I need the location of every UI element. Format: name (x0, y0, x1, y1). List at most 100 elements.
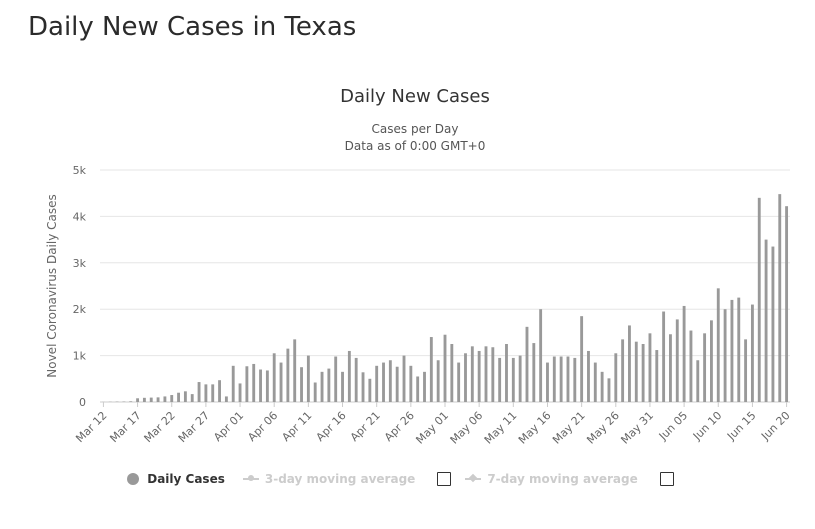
bar[interactable] (170, 395, 174, 402)
bar[interactable] (470, 346, 474, 402)
bar[interactable] (354, 357, 358, 402)
bar[interactable] (505, 344, 508, 402)
bar[interactable] (723, 309, 727, 402)
bar[interactable] (710, 320, 713, 402)
bar[interactable] (696, 360, 700, 402)
bar[interactable] (245, 366, 249, 402)
bar[interactable] (757, 197, 761, 402)
bar[interactable] (231, 365, 235, 402)
checkbox-7-day-average[interactable] (659, 472, 674, 486)
bar[interactable] (498, 357, 502, 402)
bar[interactable] (142, 397, 146, 402)
bar[interactable] (409, 365, 413, 402)
bar[interactable] (771, 246, 775, 402)
bar[interactable] (361, 372, 365, 402)
bar[interactable] (764, 239, 768, 402)
bar[interactable] (293, 339, 297, 402)
bar[interactable] (491, 347, 495, 402)
bar[interactable] (689, 330, 693, 402)
legend-7-day-average[interactable]: 7-day moving average (465, 472, 638, 486)
bar[interactable] (375, 365, 379, 402)
bar[interactable] (443, 334, 447, 402)
bar[interactable] (265, 370, 269, 402)
bar[interactable] (259, 369, 262, 402)
bar[interactable] (682, 305, 686, 402)
bar[interactable] (525, 326, 529, 402)
bar[interactable] (388, 360, 392, 402)
bar[interactable] (395, 366, 399, 402)
bar[interactable] (621, 339, 625, 402)
bar[interactable] (183, 391, 187, 402)
bar[interactable] (149, 397, 153, 402)
bar[interactable] (464, 353, 467, 402)
bar[interactable] (648, 333, 652, 402)
bar[interactable] (662, 311, 666, 402)
bar[interactable] (306, 355, 310, 402)
bar[interactable] (429, 337, 433, 402)
bar[interactable] (607, 378, 611, 402)
bar[interactable] (341, 371, 344, 402)
bar[interactable] (737, 297, 741, 402)
bar[interactable] (573, 357, 577, 402)
legend-3-day-average[interactable]: 3-day moving average (242, 472, 415, 486)
bar[interactable] (279, 362, 283, 402)
bar[interactable] (327, 368, 331, 402)
bar[interactable] (457, 362, 461, 402)
legend-daily-cases[interactable]: Daily Cases (127, 472, 225, 486)
bar[interactable] (518, 355, 522, 402)
bar[interactable] (539, 309, 543, 402)
bar[interactable] (477, 350, 481, 402)
bar[interactable] (450, 344, 454, 402)
bar[interactable] (600, 371, 604, 402)
bar[interactable] (347, 350, 351, 402)
bar[interactable] (272, 353, 276, 402)
bar[interactable] (177, 392, 180, 402)
bar[interactable] (785, 206, 789, 402)
bar[interactable] (778, 194, 782, 402)
bar[interactable] (129, 401, 133, 402)
bar[interactable] (334, 356, 338, 402)
bar[interactable] (484, 346, 488, 402)
bar[interactable] (313, 382, 317, 402)
bar[interactable] (218, 380, 221, 402)
bar[interactable] (416, 376, 420, 402)
bar[interactable] (744, 339, 748, 402)
bar[interactable] (703, 333, 707, 402)
bar[interactable] (669, 334, 672, 402)
bar[interactable] (552, 356, 556, 402)
bar[interactable] (211, 384, 215, 402)
bars[interactable] (101, 194, 789, 402)
bar[interactable] (300, 367, 303, 402)
bar[interactable] (163, 396, 167, 402)
bar[interactable] (156, 397, 160, 402)
bar[interactable] (423, 371, 426, 402)
checkbox-3-day-average[interactable] (437, 472, 452, 486)
bar[interactable] (224, 396, 228, 402)
bar[interactable] (204, 384, 208, 402)
bar[interactable] (580, 316, 584, 402)
bar[interactable] (716, 288, 720, 402)
bar[interactable] (136, 398, 140, 402)
bar[interactable] (675, 319, 679, 402)
bar[interactable] (593, 362, 597, 402)
bar[interactable] (238, 383, 242, 402)
bar[interactable] (368, 378, 372, 402)
bar[interactable] (587, 350, 590, 402)
bar[interactable] (197, 382, 201, 402)
bar[interactable] (614, 353, 618, 402)
bar[interactable] (320, 371, 324, 402)
bar[interactable] (511, 357, 515, 402)
bar[interactable] (634, 341, 638, 402)
bar[interactable] (655, 350, 659, 402)
bar[interactable] (750, 304, 754, 402)
bar[interactable] (252, 363, 256, 402)
bar[interactable] (559, 356, 563, 402)
bar[interactable] (402, 355, 406, 402)
bar[interactable] (566, 356, 570, 402)
bar[interactable] (190, 394, 194, 402)
bar[interactable] (628, 325, 631, 402)
bar[interactable] (532, 343, 536, 402)
bar[interactable] (382, 362, 385, 402)
bar[interactable] (641, 344, 645, 402)
bar[interactable] (730, 299, 734, 402)
